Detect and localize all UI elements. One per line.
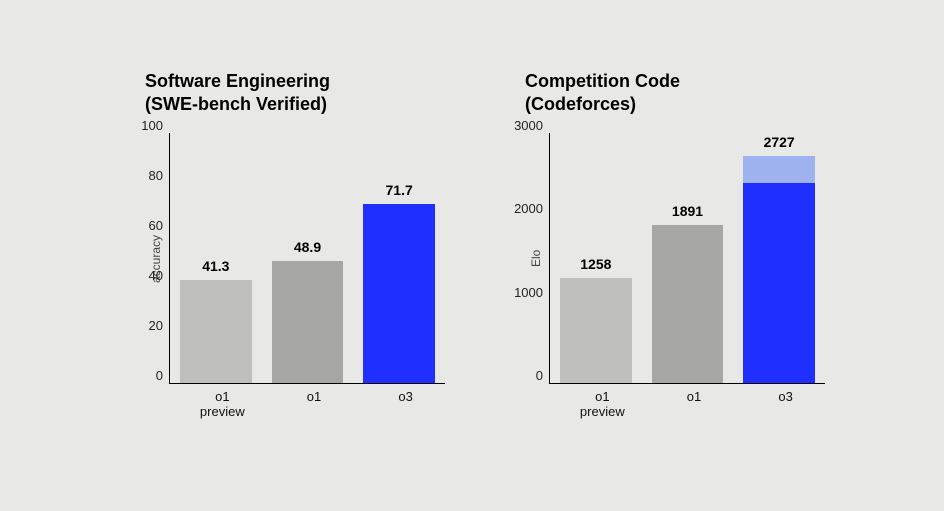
bar-value-label: 1258 xyxy=(580,256,611,272)
chart-title-line1: Software Engineering xyxy=(145,71,330,91)
bar-cell: 71.7 xyxy=(353,133,445,383)
chart-swe-bench: Software Engineering (SWE-bench Verified… xyxy=(145,70,451,420)
x-tick-label: o3 xyxy=(740,390,832,420)
page: Software Engineering (SWE-bench Verified… xyxy=(0,0,944,511)
bar xyxy=(560,278,632,383)
bar-value-label: 1891 xyxy=(672,203,703,219)
bar-value-label: 71.7 xyxy=(386,182,413,198)
chart-codeforces: Competition Code (Codeforces) Elo 300020… xyxy=(525,70,831,420)
bar-cell: 48.9 xyxy=(262,133,354,383)
bar-value-label: 41.3 xyxy=(202,258,229,274)
bar xyxy=(272,261,344,383)
x-tick-label: o3 xyxy=(360,390,452,420)
bar xyxy=(180,280,252,383)
chart-title-line2: (Codeforces) xyxy=(525,94,636,114)
bar-overlay xyxy=(743,156,815,183)
bar-cell: 1258 xyxy=(550,133,642,383)
bar-cell: 1891 xyxy=(642,133,734,383)
x-axis-labels: o1 previewo1o3 xyxy=(145,390,451,420)
plot: 41.3 48.9 71.7 xyxy=(169,133,445,384)
bar xyxy=(363,204,435,383)
bar-value-label: 2727 xyxy=(764,134,795,150)
bar xyxy=(652,225,724,383)
bar xyxy=(743,156,815,383)
x-axis-labels: o1 previewo1o3 xyxy=(525,390,831,420)
chart-title-line2: (SWE-bench Verified) xyxy=(145,94,327,114)
chart-title: Competition Code (Codeforces) xyxy=(525,70,831,115)
bar-cell: 41.3 xyxy=(170,133,262,383)
y-axis-label: Elo xyxy=(525,133,543,384)
x-tick-label: o1 xyxy=(268,390,360,420)
plot-area: accuracy 100806040200 41.348.971.7 xyxy=(145,133,451,384)
x-tick-label: o1 preview xyxy=(557,390,649,420)
plot: 1258 1891 2727 xyxy=(549,133,825,384)
chart-title-line1: Competition Code xyxy=(525,71,680,91)
x-tick-label: o1 preview xyxy=(177,390,269,420)
chart-title: Software Engineering (SWE-bench Verified… xyxy=(145,70,451,115)
bar-value-label: 48.9 xyxy=(294,239,321,255)
x-tick-label: o1 xyxy=(648,390,740,420)
bar-cell: 2727 xyxy=(733,133,825,383)
plot-area: Elo 3000200010000 125818912727 xyxy=(525,133,831,384)
